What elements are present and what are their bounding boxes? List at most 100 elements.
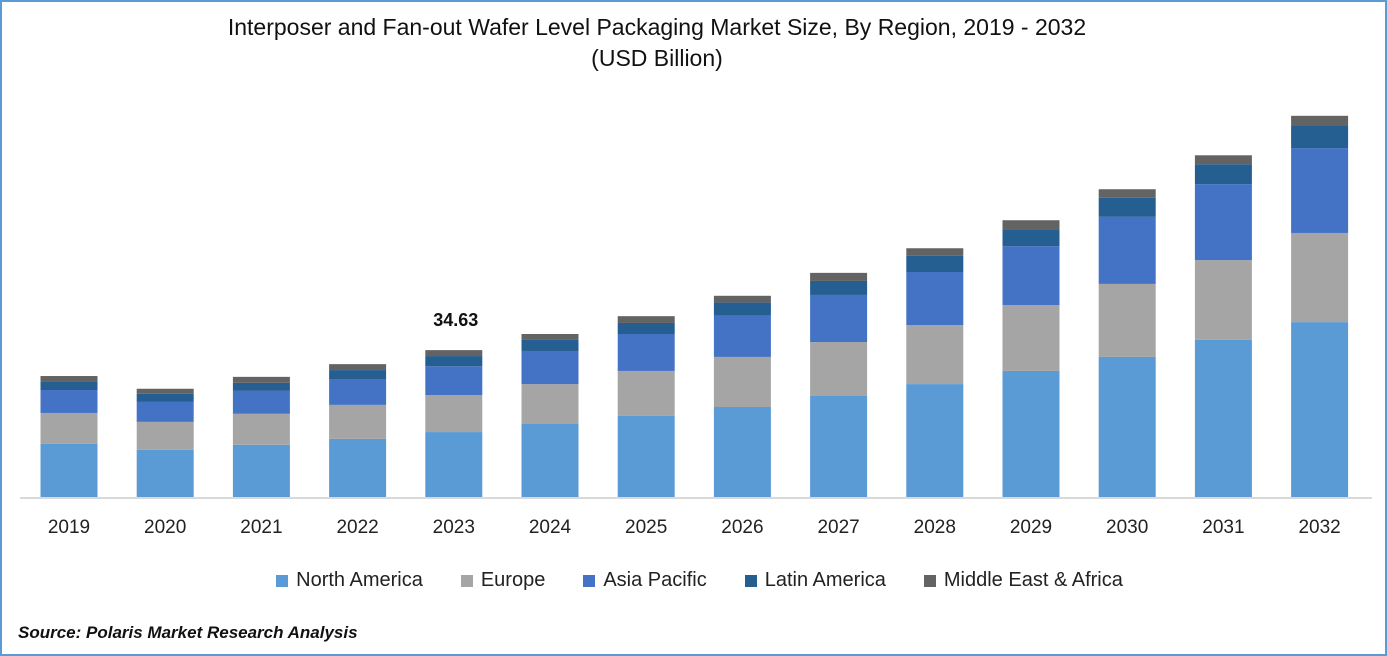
- bar-segment-middle-east-africa-2032: [1291, 115, 1349, 126]
- data-label: 34.63: [433, 310, 478, 330]
- bar-segment-asia-pacific-2020: [136, 401, 194, 422]
- x-tick-label: 2031: [1202, 517, 1244, 538]
- bar-segment-north-america-2030: [1098, 356, 1156, 497]
- bar-segment-asia-pacific-2029: [1002, 246, 1060, 306]
- bar-segment-europe-2028: [906, 325, 964, 385]
- bar-segment-north-america-2021: [232, 444, 290, 497]
- bar-segment-europe-2030: [1098, 283, 1156, 357]
- x-tick-label: 2023: [433, 517, 475, 538]
- chart-title: Interposer and Fan-out Wafer Level Packa…: [2, 12, 1312, 74]
- bar-segment-middle-east-africa-2028: [906, 248, 964, 256]
- x-tick-label: 2022: [336, 517, 378, 538]
- bar-segment-europe-2022: [329, 404, 387, 439]
- bar-segment-europe-2023: [425, 395, 483, 433]
- bar-segment-middle-east-africa-2019: [40, 376, 98, 382]
- legend-label: Asia Pacific: [603, 569, 707, 591]
- bar-segment-europe-2024: [521, 384, 579, 424]
- bar-segment-north-america-2032: [1291, 322, 1349, 497]
- bar-segment-latin-america-2032: [1291, 125, 1349, 149]
- bar-segment-middle-east-africa-2024: [521, 333, 579, 340]
- bar-segment-europe-2020: [136, 421, 194, 450]
- bar-segment-middle-east-africa-2031: [1194, 155, 1252, 165]
- bar-segment-north-america-2022: [329, 438, 387, 497]
- bar-segment-north-america-2027: [810, 395, 868, 497]
- x-tick-label: 2021: [240, 517, 282, 538]
- bar-segment-asia-pacific-2024: [521, 350, 579, 385]
- source-note: Source: Polaris Market Research Analysis: [18, 623, 358, 642]
- bar-segment-latin-america-2024: [521, 339, 579, 351]
- bar-segment-europe-2031: [1194, 260, 1252, 340]
- bar-segment-asia-pacific-2022: [329, 378, 387, 405]
- legend-item: Latin America: [744, 569, 886, 592]
- bar-segment-latin-america-2027: [810, 280, 868, 295]
- bar-segment-middle-east-africa-2022: [329, 364, 387, 371]
- legend-label: Middle East & Africa: [943, 569, 1123, 591]
- bar-segment-middle-east-africa-2030: [1098, 189, 1156, 198]
- bar-segment-latin-america-2025: [617, 322, 675, 334]
- legend-swatch: [276, 574, 289, 587]
- x-tick-label: 2027: [817, 517, 859, 538]
- legend-label: North America: [296, 569, 423, 591]
- bar-segment-latin-america-2031: [1194, 164, 1252, 185]
- bar-segment-middle-east-africa-2027: [810, 272, 868, 281]
- bar-segment-latin-america-2029: [1002, 229, 1060, 247]
- bar-segment-asia-pacific-2027: [810, 294, 868, 343]
- bar-segment-asia-pacific-2031: [1194, 184, 1252, 261]
- bar-segment-middle-east-africa-2025: [617, 316, 675, 323]
- bar-segment-north-america-2023: [425, 432, 483, 497]
- bar-segment-latin-america-2021: [232, 382, 290, 391]
- legend-label: Latin America: [764, 569, 886, 591]
- legend-item: Asia Pacific: [583, 569, 707, 592]
- bar-segment-europe-2025: [617, 370, 675, 416]
- bar-segment-asia-pacific-2019: [40, 390, 98, 413]
- legend-swatch: [923, 574, 936, 587]
- bar-segment-latin-america-2022: [329, 370, 387, 379]
- bar-segment-north-america-2029: [1002, 370, 1060, 497]
- bar-segment-latin-america-2030: [1098, 197, 1156, 217]
- bar-segment-latin-america-2028: [906, 255, 964, 273]
- legend: North America Europe Asia Pacific Latin Ame…: [2, 569, 1385, 592]
- bar-segment-latin-america-2026: [713, 302, 771, 316]
- bar-segment-asia-pacific-2030: [1098, 216, 1156, 284]
- x-tick-label: 2026: [721, 517, 763, 538]
- bar-segment-asia-pacific-2023: [425, 366, 483, 396]
- legend-item: Europe: [460, 569, 545, 592]
- bar-segment-asia-pacific-2025: [617, 333, 675, 371]
- bar-segment-north-america-2026: [713, 407, 771, 497]
- x-tick-label: 2032: [1298, 517, 1340, 538]
- x-tick-label: 2024: [529, 517, 572, 538]
- bar-segment-asia-pacific-2028: [906, 272, 964, 326]
- bar-segment-middle-east-africa-2020: [136, 388, 194, 394]
- bar-segment-north-america-2024: [521, 423, 579, 497]
- bar-segment-asia-pacific-2032: [1291, 148, 1349, 233]
- bar-segment-middle-east-africa-2021: [232, 376, 290, 383]
- legend-swatch: [744, 574, 757, 587]
- title-text: Interposer and Fan-out Wafer Level Packa…: [227, 14, 1087, 40]
- legend-swatch: [460, 574, 473, 587]
- bar-segment-latin-america-2020: [136, 393, 194, 402]
- bar-segment-middle-east-africa-2029: [1002, 220, 1060, 230]
- bar-segment-middle-east-africa-2023: [425, 350, 483, 357]
- bar-segment-latin-america-2019: [40, 381, 98, 391]
- x-tick-label: 2028: [914, 517, 956, 538]
- bar-segment-north-america-2028: [906, 384, 964, 497]
- x-tick-label: 2020: [144, 517, 186, 538]
- bar-segment-asia-pacific-2021: [232, 390, 290, 414]
- bar-segment-latin-america-2023: [425, 356, 483, 367]
- bar-segment-europe-2026: [713, 356, 771, 408]
- bar-segment-asia-pacific-2026: [713, 315, 771, 357]
- bar-segment-north-america-2020: [136, 449, 194, 497]
- bar-segment-europe-2029: [1002, 305, 1060, 371]
- legend-item: Middle East & Africa: [923, 569, 1123, 592]
- x-tick-label: 2025: [625, 517, 667, 538]
- bar-segment-north-america-2019: [40, 443, 98, 497]
- bar-segment-middle-east-africa-2026: [713, 295, 771, 303]
- bar-segment-north-america-2025: [617, 415, 675, 497]
- bar-segment-north-america-2031: [1194, 339, 1252, 497]
- x-tick-label: 2019: [48, 517, 90, 538]
- subtitle-text: (USD Billion): [591, 45, 723, 71]
- bar-segment-europe-2027: [810, 342, 868, 396]
- x-tick-label: 2030: [1106, 517, 1148, 538]
- bar-segment-europe-2021: [232, 413, 290, 445]
